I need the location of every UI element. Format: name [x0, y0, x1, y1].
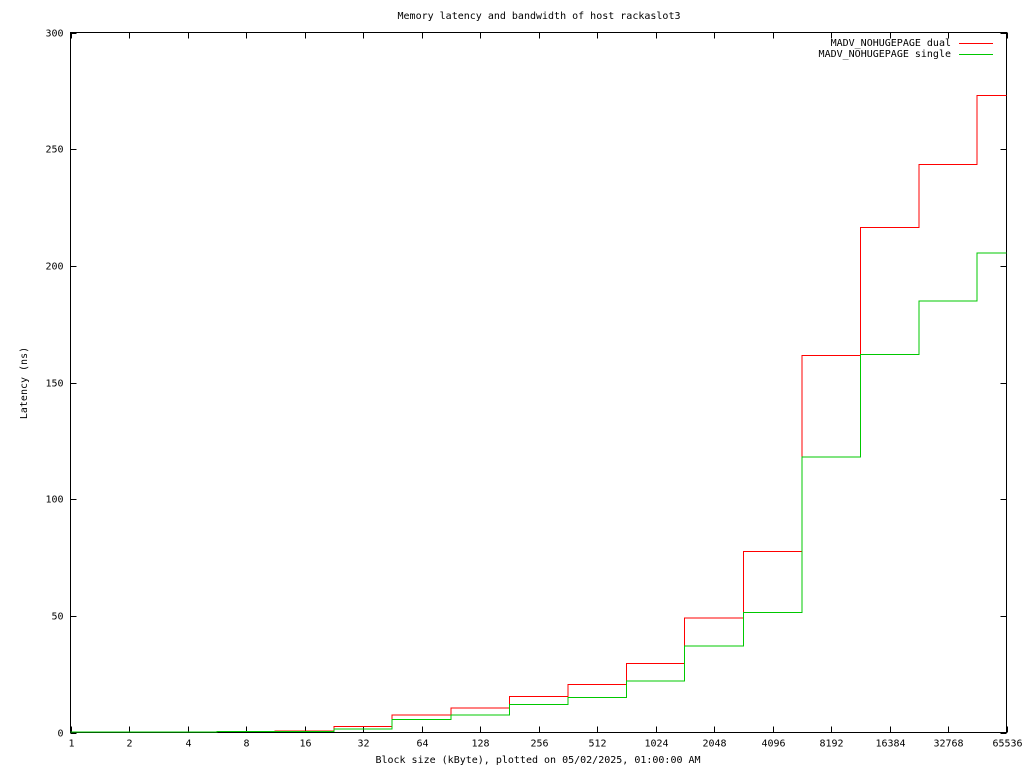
x-tick-label: 8 [243, 739, 249, 750]
y-axis-label: Latency (ns) [19, 347, 30, 419]
x-tick-label: 2048 [702, 739, 726, 750]
x-tick-label: 512 [588, 739, 606, 750]
x-axis-label: Block size (kByte), plotted on 05/02/202… [375, 755, 700, 766]
x-tick-label: 1024 [644, 739, 668, 750]
legend-label: MADV_NOHUGEPAGE dual [831, 38, 951, 49]
y-axis: 0 50 100 150 200 250 300 [45, 29, 1007, 740]
x-tick-label: 4096 [761, 739, 785, 750]
x-tick-label: 4 [185, 739, 191, 750]
x-tick-label: 32 [357, 739, 369, 750]
x-tick-label: 2 [126, 739, 132, 750]
x-tick-label: 64 [416, 739, 428, 750]
x-tick-label: 65536 [992, 739, 1022, 750]
plot-frame [70, 32, 1007, 733]
x-tick-label: 16384 [875, 739, 905, 750]
y-tick-label: 0 [57, 729, 63, 740]
x-tick-label: 1 [68, 739, 74, 750]
x-tick-label: 16 [299, 739, 311, 750]
y-tick-label: 250 [45, 145, 63, 156]
y-tick-label: 150 [45, 379, 63, 390]
legend-label: MADV_NOHUGEPAGE single [819, 49, 951, 60]
x-tick-label: 8192 [819, 739, 843, 750]
x-tick-label: 128 [471, 739, 489, 750]
y-tick-label: 200 [45, 262, 63, 273]
series-line-single [70, 252, 1007, 733]
x-tick-label: 32768 [933, 739, 963, 750]
chart-title: Memory latency and bandwidth of host rac… [398, 11, 681, 22]
x-axis: 1 2 4 8 16 32 64 128 256 512 1024 2048 4096 8192 16384… [68, 32, 1023, 750]
x-tick-label: 256 [530, 739, 548, 750]
y-tick-label: 300 [45, 29, 63, 40]
series-layer [70, 95, 1007, 733]
y-tick-label: 100 [45, 495, 63, 506]
y-tick-label: 50 [51, 612, 63, 623]
series-line-dual [70, 95, 1007, 733]
